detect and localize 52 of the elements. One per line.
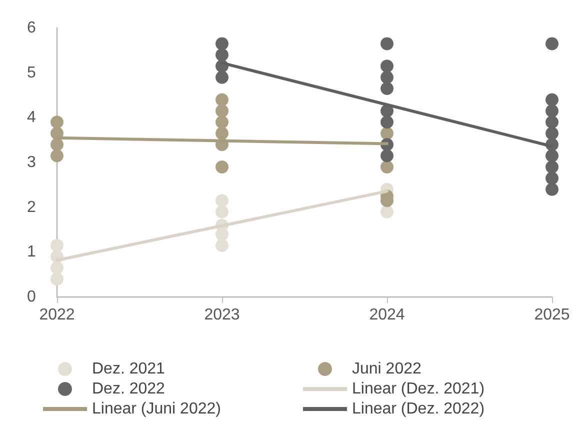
point bbox=[380, 70, 394, 84]
point bbox=[380, 116, 394, 129]
y-tick-label: 5 bbox=[27, 64, 36, 82]
legend-label: Linear (Juni 2022) bbox=[92, 400, 221, 418]
point bbox=[546, 104, 558, 118]
point bbox=[546, 126, 558, 140]
point bbox=[216, 205, 228, 218]
point bbox=[546, 149, 558, 162]
point bbox=[216, 160, 228, 174]
point bbox=[546, 116, 558, 129]
point bbox=[50, 272, 64, 286]
point bbox=[546, 37, 558, 50]
point bbox=[216, 238, 228, 252]
point bbox=[546, 172, 558, 185]
point bbox=[50, 261, 64, 274]
y-tick-label: 2 bbox=[27, 198, 36, 216]
point bbox=[216, 93, 228, 106]
point bbox=[380, 160, 394, 174]
y-tick-label: 3 bbox=[27, 154, 36, 171]
y-tick-label: 6 bbox=[27, 20, 36, 36]
x-tick-label: 2023 bbox=[204, 306, 240, 324]
point bbox=[380, 205, 394, 218]
point bbox=[216, 116, 228, 129]
point bbox=[546, 182, 558, 196]
point bbox=[216, 70, 228, 84]
y-tick-label: 4 bbox=[27, 109, 36, 126]
point bbox=[216, 228, 228, 241]
point bbox=[216, 104, 228, 118]
y-tick-label: 1 bbox=[27, 244, 36, 261]
x-tick-label: 2024 bbox=[369, 306, 405, 324]
legend-label: Juni 2022 bbox=[352, 360, 422, 378]
point bbox=[50, 138, 64, 152]
point bbox=[50, 238, 64, 252]
legend-label: Linear (Dez. 2022) bbox=[352, 400, 485, 418]
point bbox=[216, 194, 228, 208]
point bbox=[216, 48, 228, 62]
point bbox=[380, 60, 394, 73]
x-tick-label: 2022 bbox=[39, 306, 75, 324]
x-tick-label: 2025 bbox=[534, 306, 570, 324]
point bbox=[216, 126, 228, 140]
legend-label: Dez. 2021 bbox=[92, 360, 166, 378]
point bbox=[50, 149, 64, 162]
y-tick-label: 0 bbox=[27, 288, 36, 306]
point bbox=[380, 37, 394, 50]
point bbox=[380, 82, 394, 96]
legend-label: Linear (Dez. 2021) bbox=[352, 380, 485, 398]
point bbox=[546, 160, 558, 174]
point bbox=[546, 93, 558, 106]
legend-label: Dez. 2022 bbox=[92, 380, 166, 398]
point bbox=[50, 116, 64, 129]
point bbox=[216, 37, 228, 50]
point bbox=[380, 149, 394, 162]
